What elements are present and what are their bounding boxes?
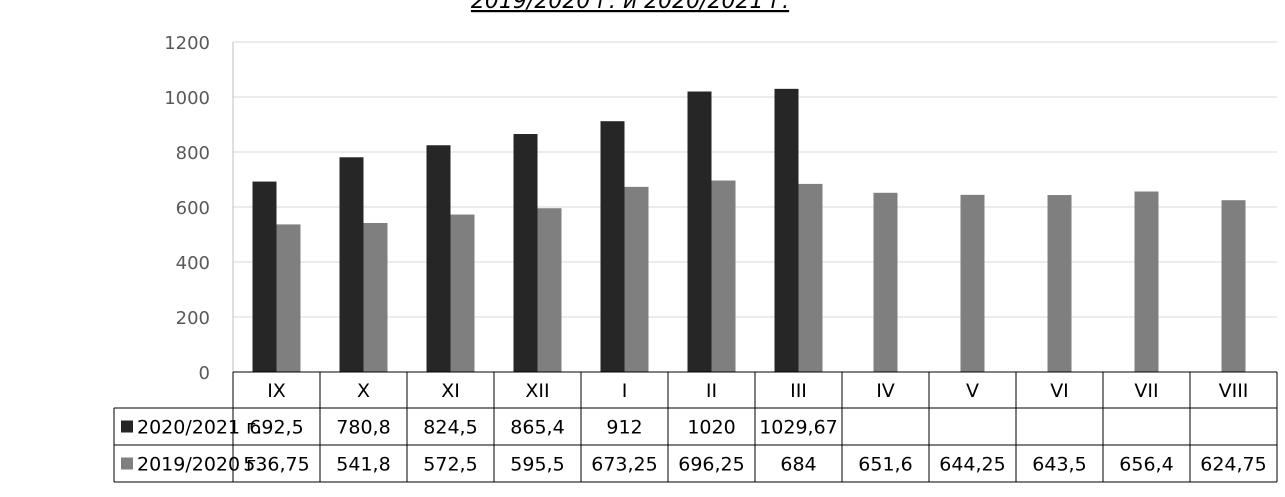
data-value-label: 780,8 (336, 417, 390, 439)
data-value-label: 541,8 (336, 454, 390, 476)
bar-series-2019-2020 (1134, 191, 1159, 372)
data-value-label: 572,5 (423, 454, 477, 476)
x-category-label: VIII (1219, 380, 1249, 402)
x-category-label: IX (267, 380, 286, 402)
y-tick-label: 800 (176, 143, 210, 164)
bar-series-2019-2020 (960, 194, 985, 372)
bar-series-2020-2021 (339, 157, 364, 372)
bar-series-2020-2021 (513, 134, 538, 372)
y-tick-label: 0 (199, 363, 210, 384)
bar-series-2019-2020 (276, 224, 301, 372)
y-axis: 0 200 400 600 800 1000 1200 (164, 33, 234, 384)
bar-series-2019-2020 (450, 214, 475, 372)
data-value-label: 865,4 (510, 417, 564, 439)
bar-series-2019-2020 (873, 192, 898, 372)
series-name: 2020/2021 г. (137, 417, 262, 439)
bar-series-2020-2021 (774, 88, 799, 372)
x-category-label: V (966, 380, 979, 402)
x-category-label: XII (525, 380, 549, 402)
chart-title: 2019/2020 г. и 2020/2021 г. (471, 0, 789, 14)
x-category-label: III (790, 380, 807, 402)
x-category-label: IV (876, 380, 895, 402)
bar-series-2019-2020 (1221, 200, 1246, 372)
bars (252, 88, 1246, 372)
data-value-label: 1020 (687, 417, 735, 439)
bar-series-2019-2020 (711, 180, 736, 372)
data-value-label: 692,5 (249, 417, 303, 439)
x-category-label: VI (1050, 380, 1069, 402)
data-value-label: 912 (606, 417, 642, 439)
x-category-label: X (357, 380, 370, 402)
grid-lines (233, 41, 1277, 318)
y-tick-label: 1200 (164, 33, 210, 54)
bar-series-2020-2021 (687, 91, 712, 372)
y-tick-label: 200 (176, 308, 210, 329)
bar-series-2019-2020 (798, 183, 823, 372)
legend-key (121, 457, 133, 470)
bar-series-2019-2020 (363, 223, 388, 372)
data-value-label: 651,6 (858, 454, 912, 476)
x-category-label: II (706, 380, 717, 402)
data-value-label: 684 (780, 454, 816, 476)
x-category-label: XI (441, 380, 460, 402)
bar-series-2020-2021 (600, 121, 625, 372)
legend-key (121, 420, 133, 433)
bar-series-2020-2021 (426, 145, 451, 372)
x-category-label: VII (1134, 380, 1158, 402)
y-tick-label: 400 (176, 253, 210, 274)
series-name: 2019/2020 г. (137, 454, 262, 476)
y-tick-label: 600 (176, 198, 210, 219)
data-value-label: 673,25 (591, 454, 657, 476)
data-value-label: 656,4 (1119, 454, 1173, 476)
data-value-label: 644,25 (939, 454, 1005, 476)
data-value-label: 643,5 (1032, 454, 1086, 476)
data-value-label: 696,25 (678, 454, 744, 476)
x-category-label: I (622, 380, 628, 402)
data-value-label: 1029,67 (759, 417, 838, 439)
data-value-label: 536,75 (243, 454, 309, 476)
bar-series-2019-2020 (537, 208, 562, 372)
bar-series-2020-2021 (252, 181, 277, 372)
data-value-label: 824,5 (423, 417, 477, 439)
bar-series-2019-2020 (624, 186, 649, 372)
data-value-label: 595,5 (510, 454, 564, 476)
bar-series-2019-2020 (1047, 195, 1072, 372)
data-value-label: 624,75 (1200, 454, 1266, 476)
y-tick-label: 1000 (164, 88, 210, 109)
